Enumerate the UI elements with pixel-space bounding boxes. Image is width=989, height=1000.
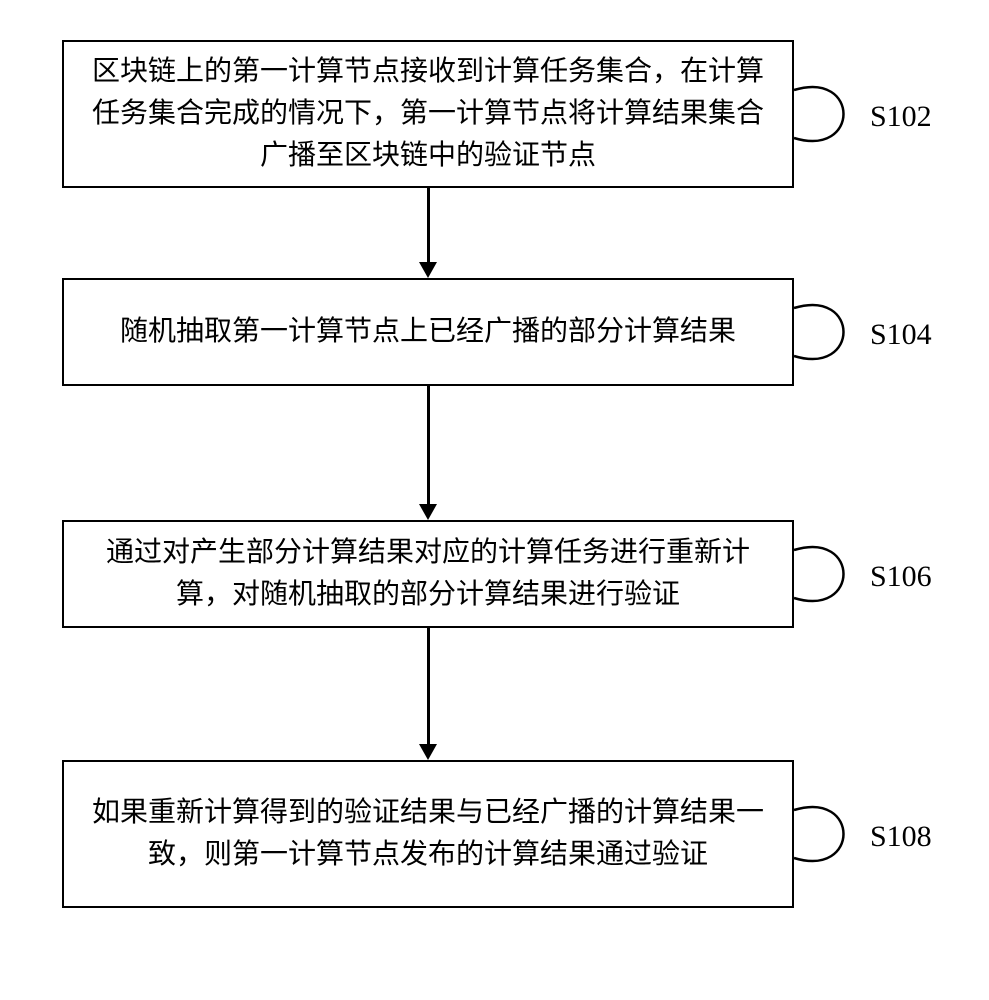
flowchart-canvas: 区块链上的第一计算节点接收到计算任务集合，在计算任务集合完成的情况下，第一计算节… <box>0 0 989 1000</box>
arrow-line <box>427 386 430 506</box>
arrow-head-icon <box>419 504 437 520</box>
connector-curves <box>0 0 989 1000</box>
arrow-head-icon <box>419 262 437 278</box>
arrow-head-icon <box>419 744 437 760</box>
arrow-line <box>427 188 430 264</box>
arrow-line <box>427 628 430 746</box>
